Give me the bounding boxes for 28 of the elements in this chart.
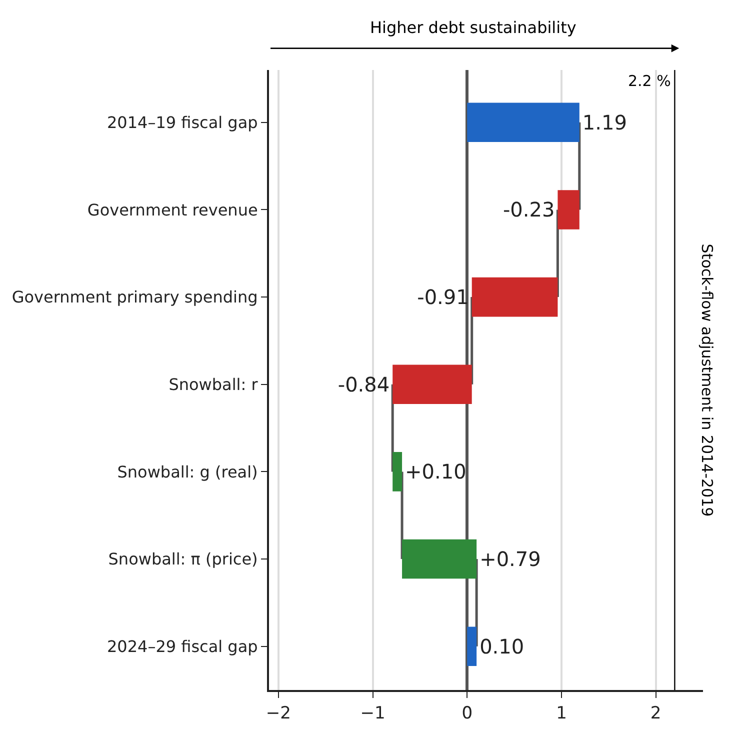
data-label: -0.23: [502, 198, 555, 222]
y-tick-label: Snowball: g (real): [117, 462, 258, 482]
y-tick-label: Government primary spending: [12, 288, 258, 307]
ref-line-label: 2.2 %: [628, 72, 671, 90]
bar: [467, 626, 477, 666]
text: Higher debt sustainability: [370, 18, 576, 37]
bar: [558, 190, 580, 230]
bar: [472, 277, 558, 317]
x-tick-label: 2: [650, 703, 662, 724]
x-tick-label: −1: [360, 703, 386, 724]
x-tick-label: 1: [556, 703, 567, 724]
y-tick-label: 2024–29 fiscal gap: [106, 636, 258, 656]
bar: [392, 364, 472, 404]
data-label: -0.84: [338, 372, 390, 396]
x-tick-label: −2: [266, 703, 291, 724]
y-tick-label: Snowball: π (price): [108, 550, 258, 569]
y-tick-label: Government revenue: [87, 200, 258, 220]
data-label: 1.19: [582, 110, 627, 134]
bar: [402, 539, 477, 579]
y-tick-label: Snowball: r: [168, 374, 258, 394]
data-label: +0.79: [480, 547, 541, 572]
bar: [392, 452, 402, 492]
data-label: 0.10: [480, 634, 524, 658]
data-label: +0.10: [405, 460, 466, 484]
bar: [467, 102, 580, 142]
x-tick-label: 0: [462, 703, 473, 724]
annotation: Stock-flow adjustment in 2014-2019: [698, 244, 716, 517]
y-tick-label: 2014–19 fiscal gap: [106, 112, 258, 132]
